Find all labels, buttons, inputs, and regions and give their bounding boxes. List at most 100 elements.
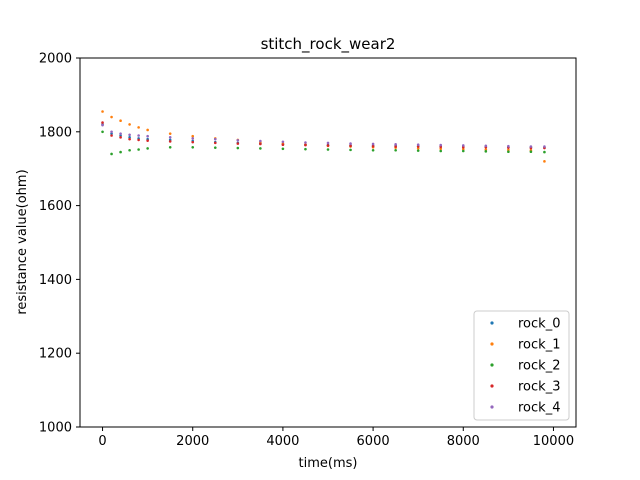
data-point: [110, 134, 113, 137]
data-point: [349, 148, 352, 152]
data-point: [128, 133, 131, 137]
data-point: [128, 136, 131, 139]
data-point: [507, 148, 510, 152]
data-point: [484, 144, 488, 148]
data-point: [128, 148, 131, 152]
data-point: [304, 143, 307, 147]
data-point: [394, 148, 397, 152]
plot-frame: [79, 57, 577, 428]
data-point: [110, 130, 113, 134]
data-point: [119, 132, 122, 135]
data-point: [110, 115, 113, 119]
data-point: [191, 137, 195, 140]
data-point: [259, 147, 262, 150]
data-point: [507, 144, 510, 148]
data-point: [236, 142, 240, 145]
data-point: [101, 130, 104, 134]
data-point: [137, 138, 140, 142]
legend-label: rock_3: [518, 380, 560, 395]
data-point: [101, 123, 104, 127]
data-point: [119, 136, 122, 139]
data-point: [349, 144, 352, 148]
data-point: [529, 150, 533, 154]
data-point: [281, 147, 285, 151]
data-point: [119, 119, 122, 123]
y-tick-label: 1400: [39, 273, 72, 288]
x-axis: 0 2000 4000 6000 8000 10000: [98, 427, 574, 449]
data-point: [213, 146, 217, 149]
data-point: [304, 147, 307, 151]
data-point: [213, 141, 217, 145]
data-point: [110, 152, 113, 156]
data-point: [461, 149, 465, 153]
legend-box: [473, 310, 570, 421]
data-point: [394, 145, 397, 148]
data-point: [168, 145, 172, 149]
legend-label: rock_1: [518, 338, 560, 353]
x-tick-label: 4000: [266, 434, 299, 449]
x-tick-label: 8000: [447, 434, 480, 449]
data-point: [259, 142, 262, 146]
data-point: [461, 147, 465, 151]
data-point: [146, 139, 149, 142]
data-point: [371, 144, 375, 148]
data-point: [236, 138, 240, 142]
data-point: [168, 140, 172, 143]
legend-marker: [490, 363, 494, 367]
data-point: [101, 110, 104, 113]
legend-label: rock_2: [518, 359, 560, 374]
x-tick-label: 2000: [176, 434, 209, 449]
legend-marker: [490, 384, 494, 388]
y-tick-label: 1200: [39, 347, 72, 362]
data-point: [281, 140, 285, 144]
series-rock_3: [101, 121, 546, 150]
data-point: [168, 136, 172, 139]
y-axis-label: resistance value(ohm): [15, 169, 30, 314]
data-point: [110, 132, 113, 135]
data-point: [128, 123, 131, 126]
data-point: [168, 132, 172, 135]
data-point: [137, 134, 140, 137]
data-point: [191, 134, 195, 138]
data-point: [119, 134, 122, 137]
x-tick-label: 10000: [533, 434, 574, 449]
legend-label: rock_4: [518, 401, 560, 416]
data-point: [137, 126, 140, 129]
chart-title: stitch_rock_wear2: [261, 35, 396, 54]
data-point: [137, 148, 140, 151]
data-point: [543, 145, 546, 148]
data-point: [543, 160, 546, 163]
data-point: [213, 137, 217, 141]
data-point: [146, 134, 149, 138]
data-point: [101, 121, 104, 124]
legend: rock_0 rock_1 rock_2 rock_3 rock_4: [473, 310, 570, 421]
data-point: [439, 147, 443, 151]
data-point: [416, 147, 420, 150]
y-tick-label: 1600: [39, 199, 72, 214]
data-point: [484, 150, 488, 153]
data-point: [259, 139, 262, 143]
data-point: [191, 140, 195, 144]
data-point: [146, 147, 149, 150]
series-rock_4: [101, 123, 546, 148]
data-point: [416, 149, 420, 152]
data-point: [484, 148, 488, 151]
data-point: [543, 150, 546, 154]
x-tick-label: 0: [98, 434, 106, 449]
data-point: [326, 141, 330, 145]
data-point: [119, 150, 122, 154]
data-point: [128, 137, 131, 141]
legend-marker: [490, 321, 494, 325]
y-tick-label: 1800: [39, 125, 72, 140]
data-point: [461, 144, 465, 147]
x-axis-label: time(ms): [299, 456, 358, 471]
legend-label: rock_0: [518, 317, 560, 332]
data-point: [507, 150, 510, 154]
data-point: [146, 128, 149, 132]
legend-marker: [490, 405, 494, 409]
data-point: [236, 146, 240, 150]
data-point: [439, 143, 443, 147]
data-point: [529, 145, 533, 148]
data-marks: [101, 110, 546, 163]
data-point: [416, 145, 420, 148]
